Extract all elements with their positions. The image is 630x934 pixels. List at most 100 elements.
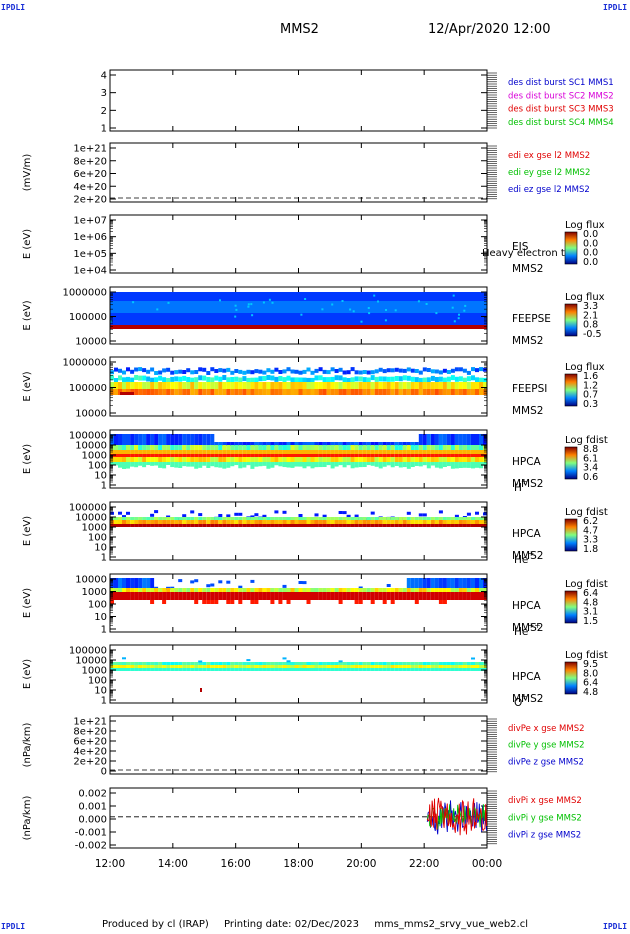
heat-cell [458, 592, 463, 600]
heat-cell [386, 665, 391, 668]
heat-cell [342, 588, 347, 592]
heat-cell [374, 592, 379, 600]
heat-cell [162, 462, 167, 469]
heat-cell [483, 588, 488, 592]
heat-cell [146, 524, 151, 527]
species-label: H [514, 482, 522, 494]
heat-cell [318, 592, 323, 600]
heat-cell [310, 442, 315, 446]
heat-cell [406, 662, 411, 665]
heat-cell [150, 382, 155, 389]
heat-cell [162, 588, 167, 592]
heat-cell [302, 382, 307, 389]
heat-cell [358, 462, 363, 468]
heat-cell [174, 517, 179, 520]
heat-cell [442, 662, 447, 665]
heat-cell [170, 517, 175, 520]
heat-cell [162, 517, 167, 520]
colorbar-tick-label: 6.1 [583, 453, 598, 464]
heat-cell [354, 462, 359, 468]
heat-cell [110, 325, 487, 329]
colorbar [564, 518, 578, 552]
heat-cell [430, 578, 435, 588]
heat-cell [463, 309, 466, 312]
heat-cell [442, 457, 447, 462]
y-axis-label: E (eV) [22, 444, 33, 474]
heat-cell [274, 517, 279, 520]
heat-cell [186, 668, 191, 671]
heat-cell [446, 662, 451, 665]
heat-cell [170, 434, 175, 445]
legend-entry: des dist burst SC4 MMS4 [508, 118, 614, 128]
heat-cell [250, 303, 253, 306]
heat-cell [426, 662, 431, 665]
heat-cell [122, 517, 127, 520]
heat-cell [142, 457, 147, 462]
heat-cell [158, 520, 163, 524]
panel-frame [109, 142, 488, 203]
heat-cell [471, 389, 476, 395]
heat-cell [354, 454, 359, 457]
heat-cell [354, 517, 359, 520]
heat-cell [134, 462, 139, 468]
heat-cell [198, 517, 203, 520]
heat-cell [258, 445, 263, 450]
heat-cell [126, 588, 131, 592]
heat-cell [306, 668, 311, 671]
heat-cell [290, 520, 295, 524]
heat-cell [130, 462, 135, 467]
heat-cell [422, 462, 427, 466]
heat-cell [238, 588, 243, 592]
heat-cell [458, 313, 460, 316]
heat-cell [210, 445, 215, 450]
heat-cell [154, 462, 159, 466]
heat-cell [434, 588, 439, 592]
colorbar-tick-label: 1.5 [583, 616, 598, 627]
heat-cell [138, 517, 143, 520]
heat-cell [142, 389, 147, 395]
heat-cell [386, 520, 391, 524]
heat-cell [146, 462, 151, 466]
heat-cell [334, 369, 339, 373]
heat-cell [150, 592, 155, 600]
species-label: He [514, 554, 528, 566]
y-tick-label: 1 [101, 553, 107, 564]
heat-cell [374, 450, 379, 454]
heat-cell [254, 588, 259, 592]
heat-cell [386, 389, 391, 395]
heat-cell [418, 524, 423, 527]
heat-cell [182, 450, 187, 454]
heat-cell [302, 457, 307, 462]
heat-cell [270, 375, 275, 381]
heat-cell [414, 369, 419, 373]
heat-cell [142, 665, 147, 668]
heat-cell [262, 457, 267, 462]
heat-cell [250, 520, 255, 524]
y-tick-label: 1000 [82, 451, 107, 462]
heat-cell [483, 434, 488, 445]
heat-cell [266, 662, 271, 665]
heat-cell [162, 665, 167, 668]
heat-cell [278, 517, 283, 520]
heat-cell [254, 665, 259, 668]
heat-cell [450, 389, 455, 395]
heat-cell [294, 450, 299, 454]
heat-cell [386, 584, 391, 587]
heat-cell [471, 668, 476, 671]
heat-cell [238, 389, 243, 395]
heat-cell [174, 389, 179, 395]
heat-cell [122, 520, 127, 524]
heat-cell [384, 319, 387, 322]
heat-cell [338, 517, 343, 520]
heat-cell [222, 588, 227, 592]
heat-cell [410, 524, 415, 527]
heat-cell [378, 382, 383, 389]
heat-cell [166, 434, 171, 445]
heat-cell [314, 382, 319, 389]
heat-cell [410, 662, 415, 665]
heat-cell [430, 450, 435, 454]
heat-cell [258, 389, 263, 395]
heat-cell [458, 389, 463, 395]
heat-cell [462, 588, 467, 592]
heat-cell [338, 462, 343, 466]
